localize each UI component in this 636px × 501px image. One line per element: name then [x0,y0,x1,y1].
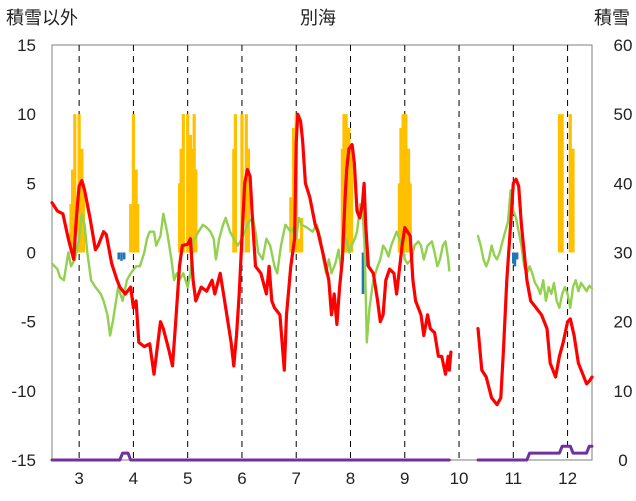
x-tick-0: 3 [74,469,83,488]
orange-bar-31 [347,128,351,253]
y-left-tick-1: 10 [17,105,36,124]
orange-bar-2 [73,114,77,253]
orange-bar-9 [136,204,140,253]
orange-bar-17 [194,169,198,253]
orange-bar-28 [340,148,344,253]
y-right-tick-1: 50 [614,105,633,124]
blue-bar-0 [117,252,121,260]
orange-bar-29 [342,114,346,253]
orange-bar-34 [399,128,403,253]
x-tick-labels: 3 4 5 6 7 8 9 10 11 12 [74,469,577,488]
y-right-tick-0: 60 [614,36,633,55]
green-series-line-2 [50,202,451,344]
y-left-tick-5: -10 [11,382,36,401]
orange-bar-26 [297,238,301,253]
y-right-tick-5: 10 [614,382,633,401]
y-left-tick-labels: 15 10 5 0 -5 -10 -15 [11,36,36,470]
orange-bar-23 [289,197,293,253]
orange-bar-18 [232,148,236,253]
orange-bar-38 [408,183,412,253]
series-lines [50,112,594,462]
x-tick-5: 8 [346,469,355,488]
y-right-tick-6: 0 [618,451,627,470]
y-right-tick-3: 30 [614,244,633,263]
orange-bar-11 [179,148,183,253]
orange-bar-4 [80,148,84,253]
orange-bar-6 [129,204,133,253]
orange-bar-0 [69,204,73,253]
orange-bar-8 [134,169,138,253]
orange-bar-36 [404,114,408,253]
x-tick-9: 12 [558,469,577,488]
y-right-tick-2: 40 [614,174,633,193]
orange-bar-13 [186,114,190,253]
blue-bar-3 [361,252,365,294]
x-tick-2: 5 [183,469,192,488]
y-left-tick-3: 0 [27,244,36,263]
y-right-tick-labels: 60 50 40 30 20 10 0 [614,36,633,470]
orange-bar-40 [560,114,564,253]
orange-bar-33 [397,183,401,253]
orange-bar-22 [246,148,251,253]
orange-bars [69,114,575,253]
orange-bar-14 [188,134,192,253]
orange-bar-15 [190,148,194,253]
blue-bar-7 [515,252,519,260]
y-left-axis-label: 積雪以外 [6,8,78,29]
orange-bar-41 [568,114,572,253]
orange-bar-12 [181,114,185,253]
y-left-tick-6: -15 [11,451,36,470]
orange-bar-7 [131,114,136,253]
orange-bar-37 [406,148,411,253]
blue-bar-1 [120,252,123,261]
red-series-line-0 [50,112,453,376]
blue-bar-2 [122,252,126,260]
y-left-tick-0: 15 [17,36,36,55]
red-series-line-1 [476,177,594,407]
orange-bar-35 [401,114,405,253]
x-tick-1: 4 [129,469,138,488]
orange-bar-32 [349,148,354,253]
blue-bar-6 [513,252,517,267]
y-right-tick-4: 20 [614,313,633,332]
x-tick-4: 7 [291,469,300,488]
orange-bar-39 [557,114,562,253]
y-left-tick-4: -5 [21,313,36,332]
orange-bar-10 [177,183,182,253]
purple-series-line-5 [476,444,594,462]
x-tick-7: 10 [450,469,469,488]
y-right-axis-label: 積雪 [594,8,630,29]
purple-series-line-4 [50,451,451,462]
green-series-line-3 [476,189,594,309]
chart-title: 別海 [300,8,336,29]
x-tick-3: 6 [237,469,246,488]
x-tick-6: 9 [400,469,409,488]
orange-bar-27 [300,217,304,253]
orange-bar-1 [71,169,75,253]
y-left-tick-2: 5 [27,174,36,193]
blue-bar-5 [512,252,515,264]
orange-bar-19 [233,114,238,253]
orange-bar-24 [291,128,296,253]
orange-bar-16 [192,114,196,253]
x-tick-8: 11 [504,469,522,488]
orange-bar-42 [571,148,575,253]
orange-bar-20 [240,114,244,253]
